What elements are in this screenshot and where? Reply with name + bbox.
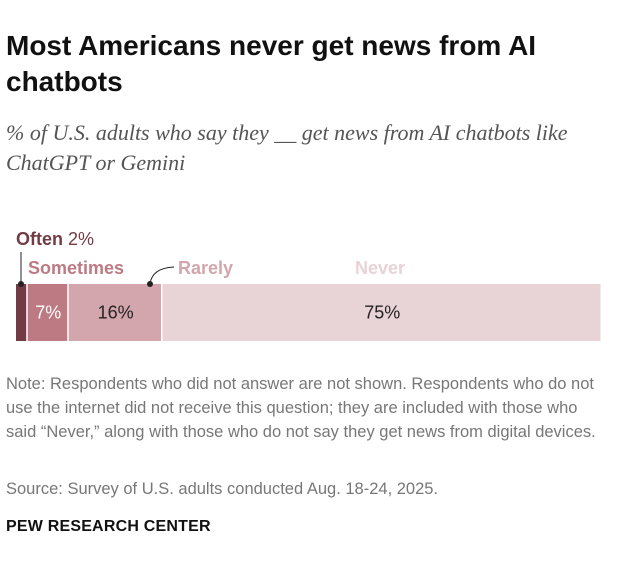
category-label-often: Often 2%: [16, 229, 94, 249]
category-label-never: Never: [355, 258, 405, 278]
bar-segment-sometimes: [27, 284, 68, 341]
chart-source: Source: Survey of U.S. adults conducted …: [6, 480, 439, 498]
bar-segment-rarely: [68, 284, 161, 341]
bar-segment-never: [162, 284, 601, 341]
leader-dot-rarely: [147, 281, 153, 287]
value-label-rarely: 16%: [98, 303, 134, 323]
leader-dot-often: [18, 281, 24, 287]
value-label-sometimes: 7%: [35, 303, 61, 323]
stacked-bar-chart: 7% 16% 75% Often 2% Sometimes Rarely Never: [16, 229, 601, 341]
bar-segment-often: [16, 284, 27, 341]
category-label-rarely: Rarely: [178, 258, 233, 278]
leader-line-rarely: [149, 266, 175, 285]
chart-note: Note: Respondents who did not answer are…: [6, 375, 596, 441]
brand-logo-text: PEW RESEARCH CENTER: [6, 518, 211, 535]
chart-subtitle: % of U.S. adults who say they __ get new…: [6, 120, 568, 175]
category-label-sometimes: Sometimes: [28, 258, 124, 278]
chart-title: Most Americans never get news from AI ch…: [6, 30, 537, 97]
value-label-never: 75%: [364, 303, 400, 323]
